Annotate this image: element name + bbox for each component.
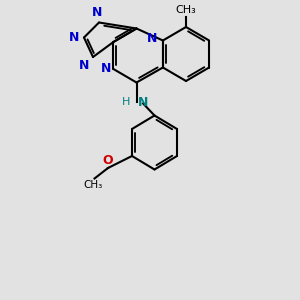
Text: N: N — [79, 58, 89, 71]
Text: CH₃: CH₃ — [176, 5, 197, 15]
Text: N: N — [100, 62, 111, 76]
Text: N: N — [147, 32, 158, 45]
Text: O: O — [103, 154, 113, 166]
Text: CH₃: CH₃ — [83, 180, 103, 190]
Text: N: N — [137, 95, 148, 109]
Text: N: N — [69, 31, 80, 44]
Text: N: N — [92, 7, 103, 20]
Text: H: H — [122, 97, 130, 107]
